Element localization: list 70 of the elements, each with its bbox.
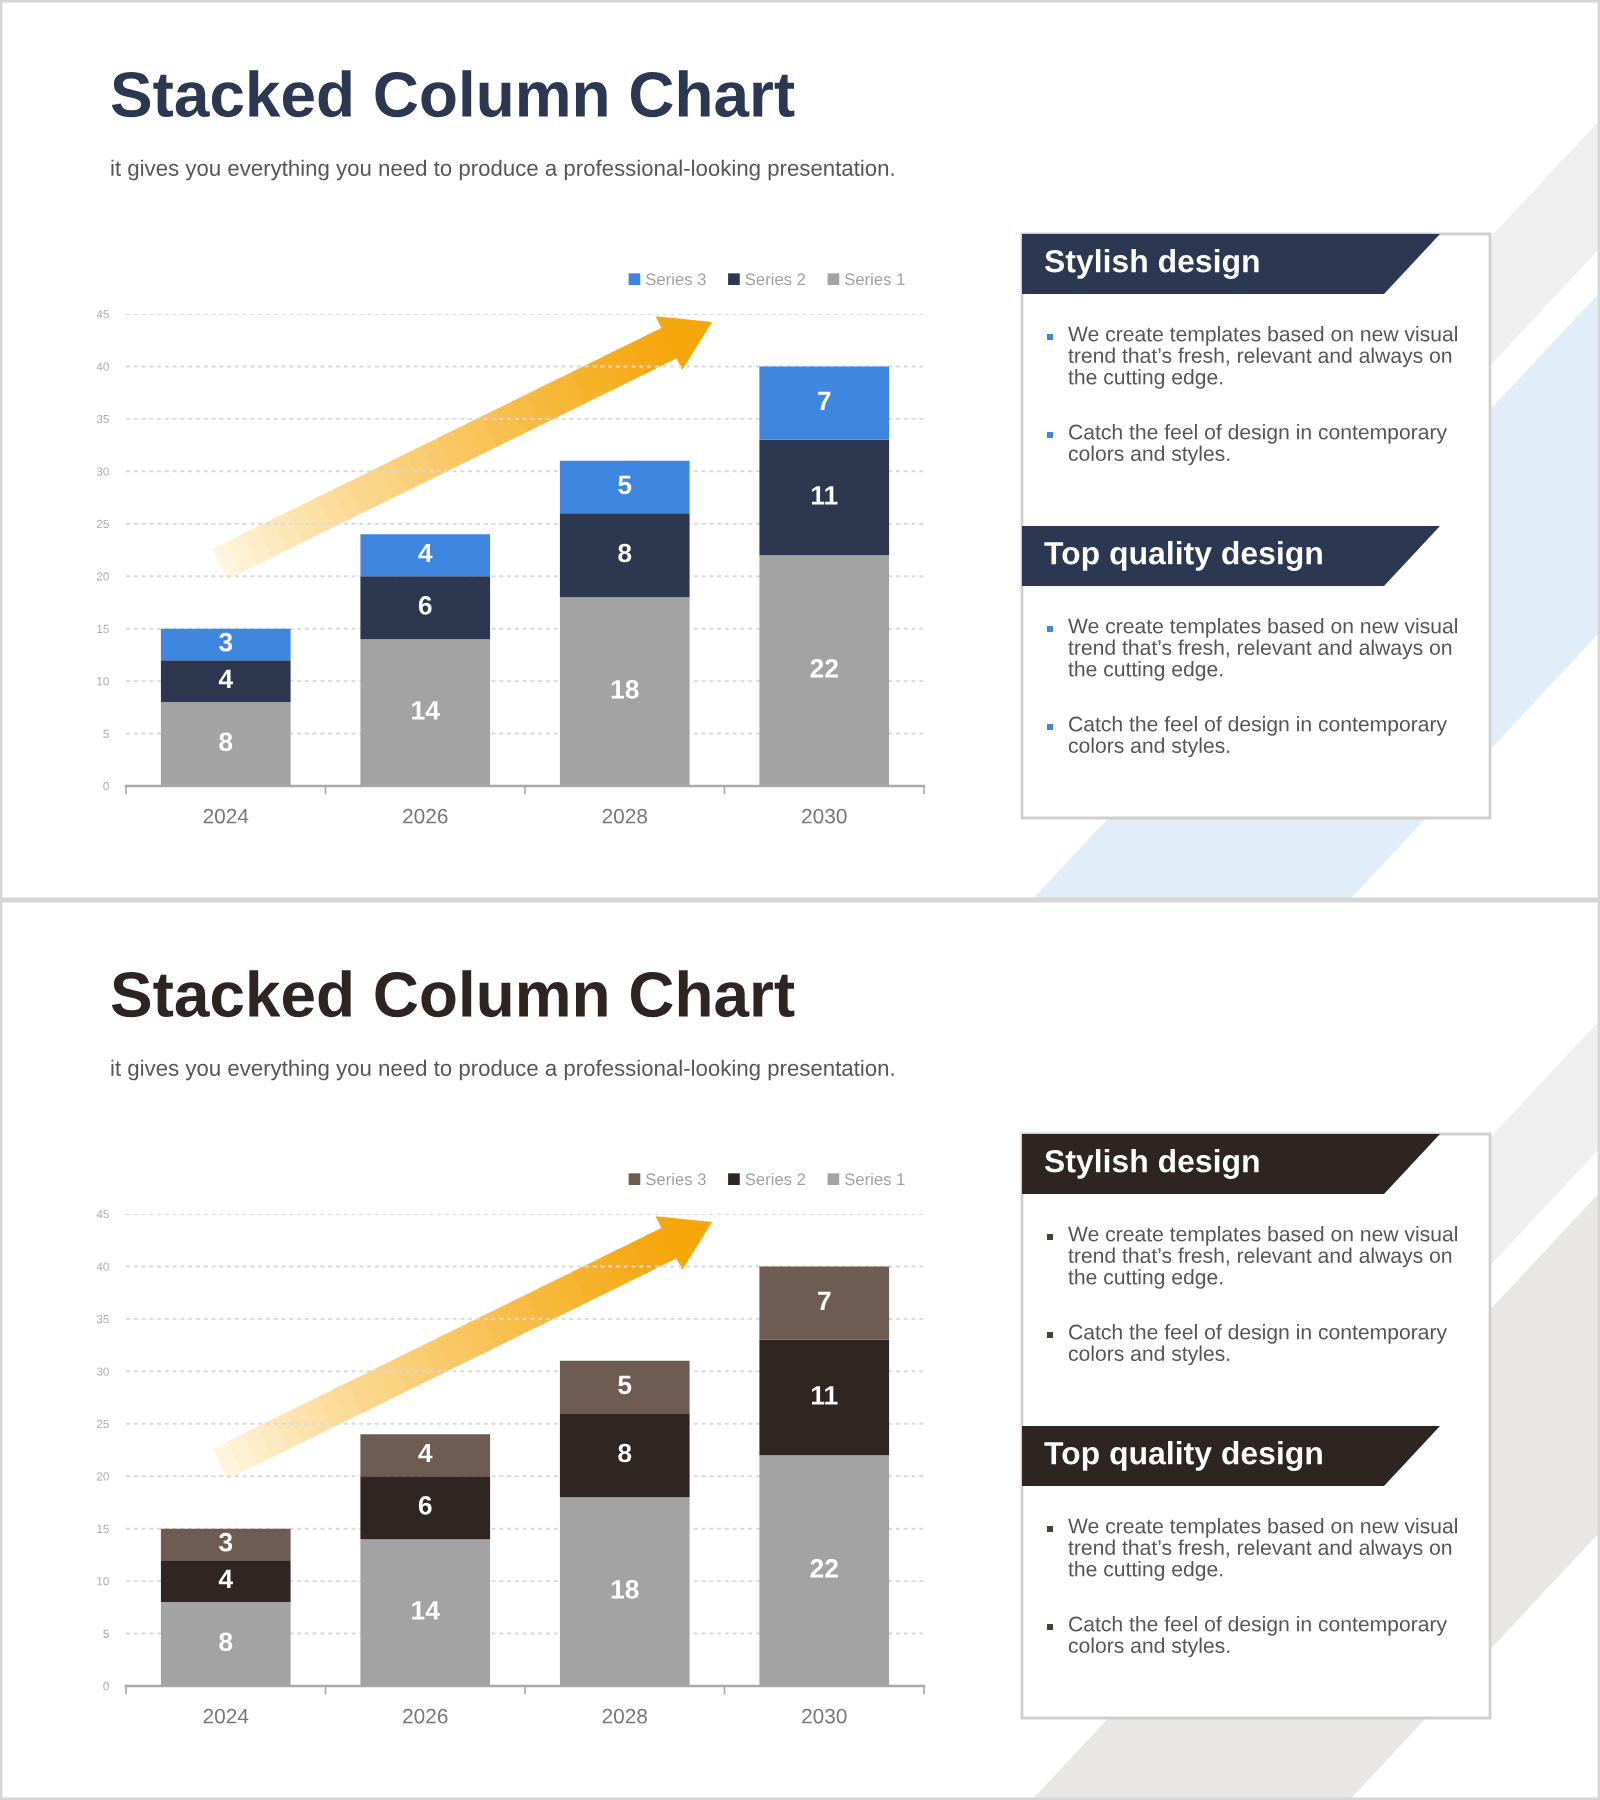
text: Catch the feel of design in contemporary colors and styles.: [1068, 716, 1447, 758]
data-label: 3: [219, 632, 233, 652]
data-label: 22: [810, 1559, 838, 1578]
data-label: 14: [412, 1601, 440, 1620]
data-label: 8: [219, 1632, 233, 1652]
x-tick-label: 2026: [403, 1708, 448, 1724]
data-label: 11: [811, 1386, 838, 1405]
legend-label: Series 2: [745, 272, 806, 286]
bar: [160, 1528, 291, 1561]
bar: [360, 534, 491, 577]
legend-label: Series 2: [745, 1172, 806, 1186]
data-label: 4: [418, 1443, 433, 1463]
data-label: 6: [418, 1496, 432, 1515]
text: We create templates based on new visual trend that’s fresh, relevant and always on the cutting edge.: [1068, 1518, 1457, 1581]
text: Top quality design: [1044, 1441, 1322, 1471]
data-label: 8: [618, 1443, 632, 1463]
bar: [559, 513, 690, 598]
text: Catch the feel of design in contemporary colors and styles.: [1068, 1616, 1447, 1658]
legend-label: Series 1: [844, 272, 905, 286]
data-label: 22: [810, 659, 838, 678]
data-label: 5: [618, 475, 632, 495]
data-label: 7: [818, 1291, 831, 1310]
bar: [559, 1360, 690, 1414]
bar: [160, 660, 291, 703]
data-label: 6: [418, 596, 432, 615]
data-label: 18: [611, 1580, 639, 1599]
x-tick-label: 2026: [403, 808, 448, 824]
text: Stylish design: [1044, 249, 1259, 279]
text: We create templates based on new visual trend that’s fresh, relevant and always on the cutting edge.: [1068, 326, 1457, 389]
text: Catch the feel of design in contemporary colors and styles.: [1068, 1324, 1447, 1366]
data-label: 14: [412, 701, 440, 720]
chart-title: Stacked Column Chart: [111, 70, 795, 118]
bar: [759, 366, 890, 440]
data-label: 8: [219, 732, 233, 752]
data-label: 5: [618, 1375, 632, 1395]
chart-subtitle: it gives you everything you need to produce a professional-looking presentation.: [111, 159, 894, 181]
x-tick-label: 2030: [802, 808, 847, 824]
bar: [360, 1476, 491, 1540]
chart-title: Stacked Column Chart: [111, 970, 795, 1018]
text: Catch the feel of design in contemporary colors and styles.: [1068, 424, 1447, 466]
legend-label: Series 1: [844, 1172, 905, 1186]
bar: [360, 576, 491, 640]
data-label: 18: [611, 680, 639, 699]
bar: [759, 439, 890, 556]
x-tick-label: 2024: [203, 808, 249, 824]
data-label: 4: [418, 543, 433, 563]
legend-label: Series 3: [646, 1172, 706, 1186]
bar: [559, 1413, 690, 1498]
bar: [160, 628, 291, 661]
data-label: 3: [219, 1532, 233, 1552]
data-label: 4: [218, 669, 233, 688]
bar: [759, 1266, 890, 1340]
text: Stylish design: [1044, 1149, 1259, 1179]
data-label: 7: [818, 391, 831, 410]
data-label: 8: [618, 543, 632, 563]
bar: [160, 1560, 291, 1603]
x-tick-label: 2024: [203, 1708, 249, 1724]
bar: [360, 1434, 491, 1477]
bar: [759, 1339, 890, 1456]
data-label: 4: [218, 1569, 233, 1588]
text: Top quality design: [1044, 541, 1322, 571]
legend-label: Series 3: [646, 272, 706, 286]
bar: [559, 460, 690, 514]
x-tick-label: 2030: [802, 1708, 847, 1724]
x-tick-label: 2028: [602, 1708, 648, 1724]
x-tick-label: 2028: [602, 808, 648, 824]
text: We create templates based on new visual trend that’s fresh, relevant and always on the cutting edge.: [1068, 618, 1457, 681]
chart-subtitle: it gives you everything you need to produce a professional-looking presentation.: [111, 1059, 894, 1081]
data-label: 11: [811, 486, 838, 505]
text: We create templates based on new visual trend that’s fresh, relevant and always on the cutting edge.: [1068, 1226, 1457, 1289]
